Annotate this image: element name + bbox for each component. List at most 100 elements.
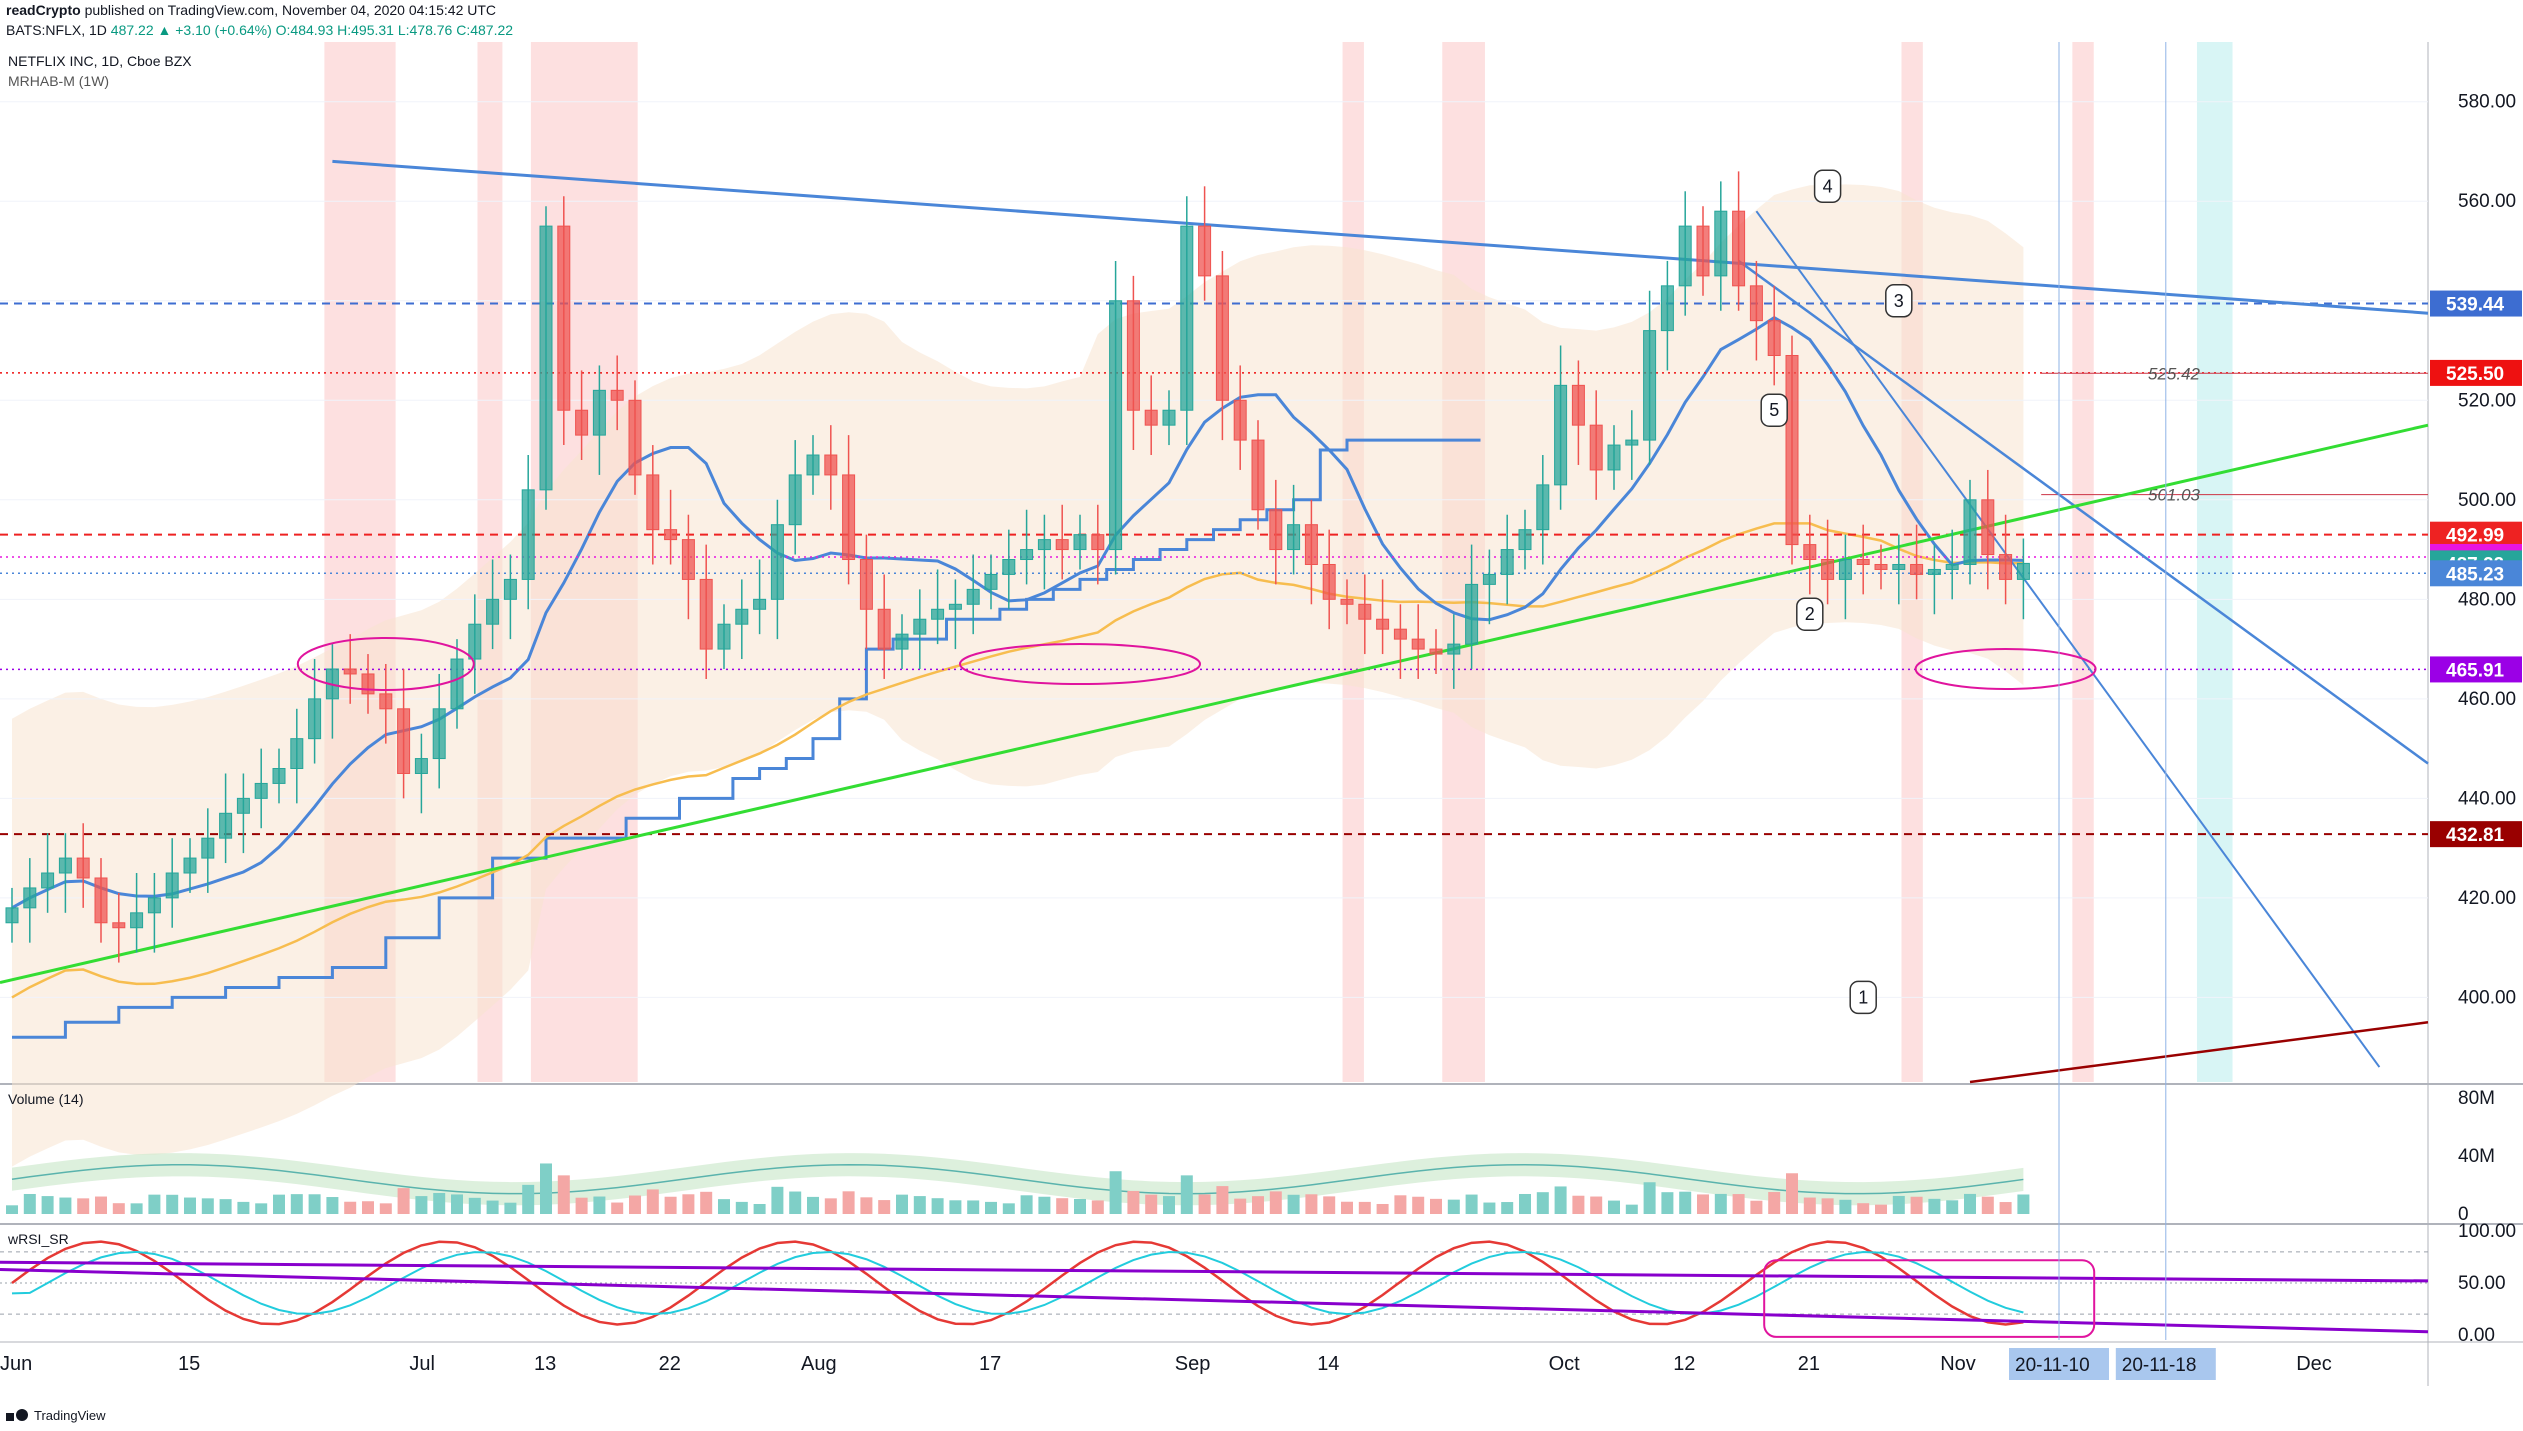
candle bbox=[1465, 583, 1479, 645]
volume-bar bbox=[1803, 1197, 1816, 1214]
volume-bar bbox=[1643, 1182, 1656, 1214]
candle bbox=[1874, 563, 1888, 570]
date-axis-tick: Sep bbox=[1175, 1353, 1211, 1375]
date-axis-tick: Aug bbox=[801, 1353, 837, 1375]
candle bbox=[343, 668, 357, 675]
volume-bar bbox=[575, 1197, 588, 1214]
price-label: 525.50 bbox=[2446, 364, 2504, 385]
trendline-blue-top bbox=[332, 159, 2429, 315]
volume-bar bbox=[1376, 1203, 1389, 1214]
volume-bar bbox=[433, 1192, 446, 1214]
candle bbox=[1696, 225, 1710, 277]
volume-bar bbox=[931, 1198, 944, 1214]
ohlc-values: 487.22 ▲ +3.10 (+0.64%) O:484.93 H:495.3… bbox=[110, 22, 514, 38]
moving-average-orange bbox=[11, 522, 2024, 999]
volume-bar bbox=[308, 1194, 321, 1214]
candle bbox=[948, 603, 962, 610]
volume-bar bbox=[1447, 1199, 1460, 1214]
annotation-value-label: 525.42 bbox=[2148, 364, 2201, 383]
candle bbox=[468, 623, 482, 660]
candle bbox=[1803, 544, 1817, 561]
date-label-box bbox=[2009, 1348, 2109, 1380]
volume-bar bbox=[468, 1197, 481, 1214]
volume-bar bbox=[860, 1197, 873, 1214]
volume-axis-tick: 80M bbox=[2458, 1088, 2495, 1109]
candle bbox=[2016, 562, 2030, 580]
symbol-line: BATS:NFLX, 1D 487.22 ▲ +3.10 (+0.64%) O:… bbox=[6, 22, 513, 38]
volume-average-line bbox=[11, 1163, 2024, 1195]
callout-label: 4 bbox=[1823, 176, 1833, 196]
date-axis-tick: Nov bbox=[1940, 1353, 1976, 1375]
volume-bar bbox=[1180, 1175, 1193, 1214]
volume-bar bbox=[967, 1200, 980, 1214]
volume-bar bbox=[1928, 1198, 1941, 1214]
rsi-highlight-box bbox=[1763, 1259, 2096, 1338]
callout-label: 3 bbox=[1894, 291, 1904, 311]
candle bbox=[717, 623, 731, 650]
date-axis-tick: 13 bbox=[534, 1353, 556, 1375]
candle bbox=[735, 608, 749, 625]
candle bbox=[23, 887, 37, 909]
volume-bar bbox=[6, 1205, 18, 1214]
hand-drawn-circle bbox=[296, 637, 475, 692]
volume-bar bbox=[1198, 1194, 1211, 1214]
annotation-value-label: 501.03 bbox=[2148, 486, 2201, 505]
highlight-band bbox=[2196, 42, 2233, 1082]
candle bbox=[646, 474, 660, 531]
date-axis-tick: Dec bbox=[2296, 1353, 2332, 1375]
hand-drawn-circle bbox=[959, 643, 1201, 686]
price-axis-tick: 420.00 bbox=[2458, 888, 2516, 909]
candle bbox=[521, 489, 535, 580]
callout-box bbox=[1849, 980, 1877, 1015]
date-axis-tick: 15 bbox=[178, 1353, 200, 1375]
volume-bar bbox=[486, 1200, 499, 1214]
volume-bar bbox=[1661, 1192, 1674, 1214]
chart-area[interactable]: 525.42501.0312345580.00560.00540.00520.0… bbox=[0, 42, 2523, 1411]
symbol-name: BATS:NFLX, 1D bbox=[6, 22, 107, 38]
candle bbox=[1376, 618, 1390, 630]
candle bbox=[753, 598, 767, 610]
hand-drawn-circle bbox=[1914, 647, 2097, 690]
volume-bar bbox=[557, 1175, 570, 1214]
volume-bar bbox=[59, 1197, 72, 1214]
candle bbox=[1251, 439, 1265, 511]
volume-bar bbox=[611, 1202, 624, 1214]
candle bbox=[201, 837, 215, 859]
candle bbox=[58, 857, 72, 874]
volume-bar bbox=[1412, 1196, 1425, 1214]
volume-bar bbox=[1732, 1194, 1745, 1214]
chart-svg[interactable]: 525.42501.0312345580.00560.00540.00520.0… bbox=[0, 42, 2523, 1406]
candle bbox=[1678, 225, 1692, 287]
candle bbox=[165, 872, 179, 899]
volume-bar bbox=[451, 1194, 463, 1214]
price-label: 539.44 bbox=[2446, 295, 2505, 316]
price-label-box bbox=[2430, 359, 2522, 386]
candle bbox=[272, 768, 286, 784]
candle bbox=[1767, 320, 1781, 356]
volume-bar bbox=[1163, 1196, 1175, 1214]
candle bbox=[628, 399, 642, 476]
volume-bar bbox=[1002, 1203, 1015, 1214]
candle bbox=[592, 389, 606, 436]
volume-bar bbox=[1625, 1204, 1638, 1214]
date-axis-tick: Jul bbox=[409, 1353, 435, 1375]
volume-bar bbox=[326, 1197, 339, 1214]
publish-header: readCrypto published on TradingView.com,… bbox=[6, 2, 496, 18]
candle bbox=[557, 225, 571, 411]
date-axis-tick: 21 bbox=[1798, 1353, 1820, 1375]
candle bbox=[1144, 409, 1158, 426]
candle bbox=[1358, 603, 1372, 620]
candle bbox=[1571, 384, 1585, 426]
candle bbox=[788, 474, 802, 526]
volume-bar bbox=[362, 1201, 374, 1214]
price-axis-tick: 520.00 bbox=[2458, 390, 2516, 411]
volume-axis-tick: 0 bbox=[2458, 1204, 2469, 1225]
candle bbox=[1607, 444, 1621, 471]
moving-average-blue bbox=[11, 315, 2024, 910]
candle bbox=[1536, 484, 1550, 531]
price-axis-tick: 460.00 bbox=[2458, 689, 2516, 710]
volume-bar bbox=[1910, 1196, 1923, 1214]
volume-bar bbox=[629, 1195, 641, 1214]
candle bbox=[984, 573, 998, 590]
chart-legend-title: NETFLIX INC, 1D, Cboe BZX bbox=[8, 53, 192, 69]
